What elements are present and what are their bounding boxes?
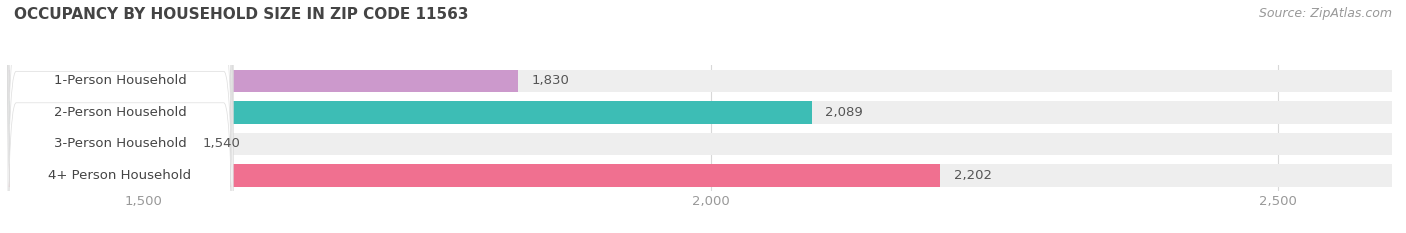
FancyBboxPatch shape [7, 0, 233, 233]
Text: 2,089: 2,089 [825, 106, 863, 119]
Bar [7, 70, 1392, 92]
Bar [7, 164, 1392, 187]
Text: 3-Person Household: 3-Person Household [53, 137, 187, 150]
Text: 2-Person Household: 2-Person Household [53, 106, 187, 119]
Bar [7, 70, 517, 92]
Bar [7, 133, 1392, 155]
FancyBboxPatch shape [7, 0, 233, 233]
Text: 1-Person Household: 1-Person Household [53, 75, 187, 87]
Bar [7, 101, 811, 124]
FancyBboxPatch shape [7, 0, 233, 233]
Bar [7, 164, 941, 187]
Text: 4+ Person Household: 4+ Person Household [48, 169, 191, 182]
Bar [7, 133, 188, 155]
Text: 1,540: 1,540 [202, 137, 240, 150]
Text: 2,202: 2,202 [953, 169, 991, 182]
Text: OCCUPANCY BY HOUSEHOLD SIZE IN ZIP CODE 11563: OCCUPANCY BY HOUSEHOLD SIZE IN ZIP CODE … [14, 7, 468, 22]
Text: Source: ZipAtlas.com: Source: ZipAtlas.com [1258, 7, 1392, 20]
FancyBboxPatch shape [7, 0, 233, 233]
Bar [7, 101, 1392, 124]
Text: 1,830: 1,830 [531, 75, 569, 87]
